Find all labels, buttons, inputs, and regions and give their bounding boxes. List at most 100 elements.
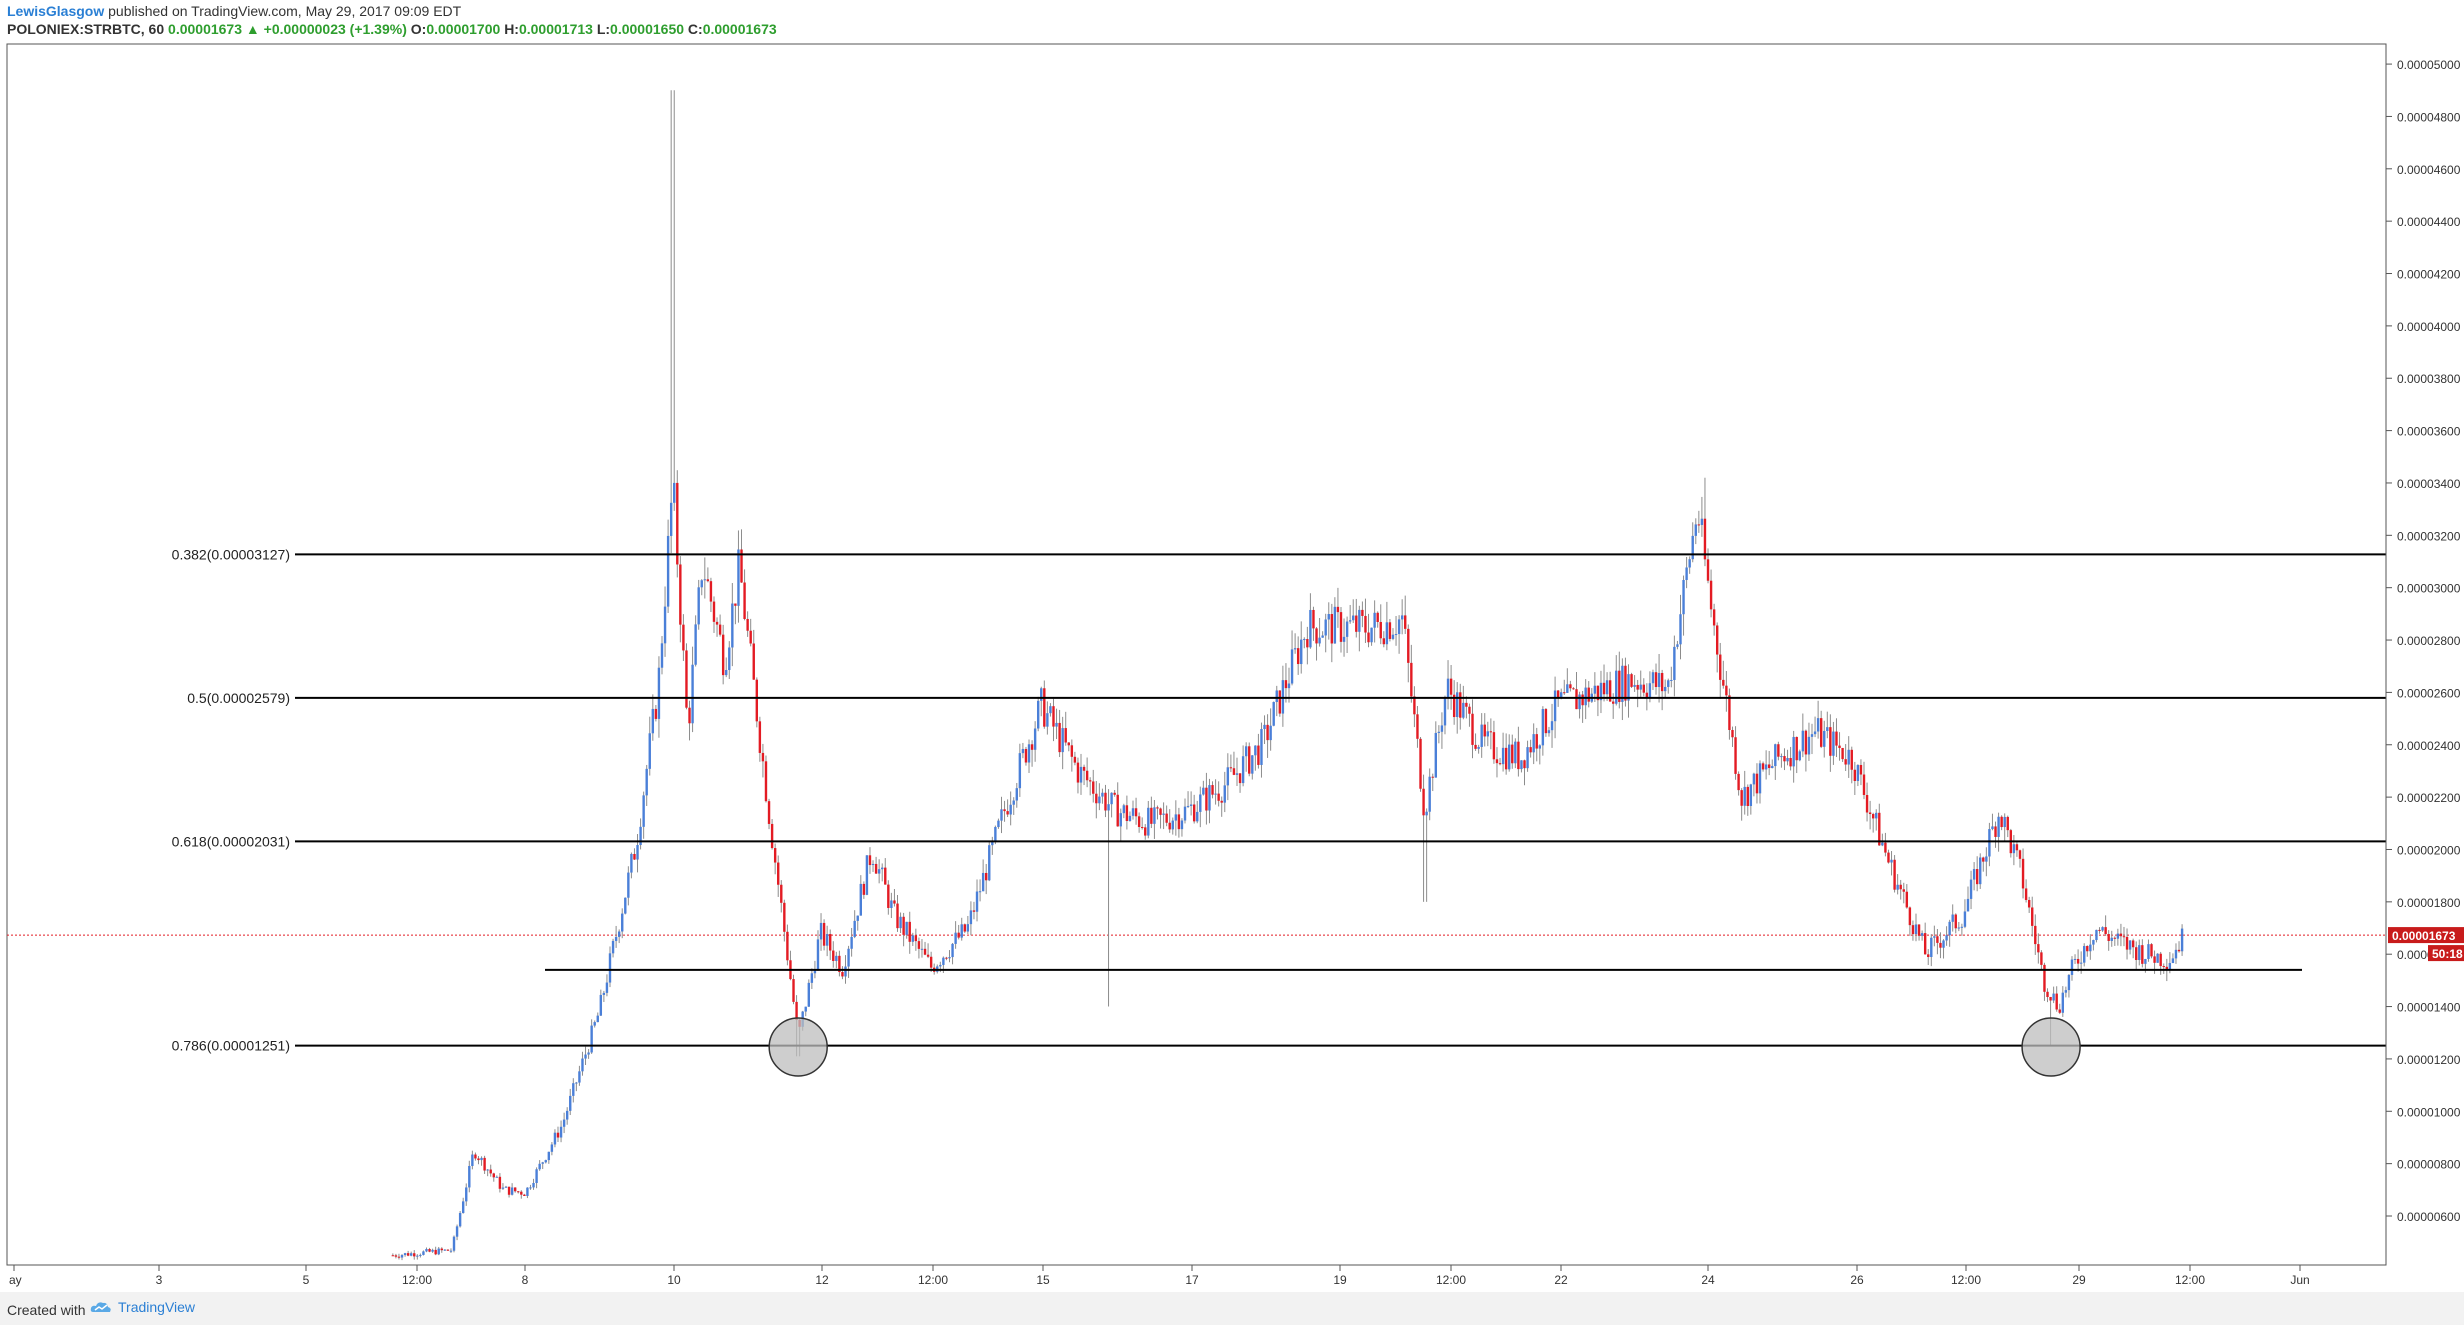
candle-body <box>1911 925 1915 935</box>
candle-body <box>523 1194 526 1196</box>
candle-body <box>1049 706 1052 714</box>
price-tick-label: 0.00001000 <box>2397 1105 2461 1119</box>
candle-body <box>602 992 606 995</box>
time-axis[interactable]: ay 3 5 12:00 8 10 12 12:00 15 17 19 12:00 22 24 26 12:0… <box>9 1265 2310 1287</box>
candle-body <box>1211 785 1214 795</box>
candle-body <box>1648 683 1652 698</box>
candle-body <box>1263 724 1266 730</box>
candle-body <box>1315 628 1318 644</box>
candle-body <box>1679 614 1682 645</box>
price-tick-label: 0.00003400 <box>2397 477 2461 491</box>
candle-body <box>1826 727 1829 731</box>
candle-body <box>1715 625 1719 655</box>
candle-body <box>942 957 945 965</box>
candle-body <box>1783 756 1786 762</box>
candle-body <box>1134 808 1138 817</box>
candle-body <box>920 948 924 950</box>
candle-body <box>816 939 820 970</box>
candle-body <box>1823 730 1826 747</box>
candle-body <box>440 1248 443 1251</box>
candle-body <box>1951 914 1954 922</box>
candle-body <box>1098 796 1101 804</box>
candle-body <box>544 1160 547 1163</box>
candle-body <box>1462 702 1465 718</box>
candle-body <box>1608 680 1612 702</box>
candle-body <box>859 883 862 916</box>
candle-body <box>706 579 710 582</box>
price-tick-label: 0.00003800 <box>2397 372 2461 386</box>
candle-body <box>471 1154 474 1166</box>
candle-body <box>1348 620 1352 622</box>
candle-body <box>504 1186 508 1188</box>
candle-body <box>734 603 737 606</box>
candle-body <box>2095 929 2098 941</box>
candle-body <box>676 482 679 565</box>
candle-body <box>391 1255 395 1257</box>
candle-body <box>416 1255 419 1257</box>
price-tick-label: 0.00001800 <box>2397 896 2461 910</box>
candle-body <box>749 630 752 644</box>
tradingview-link[interactable]: TradingView <box>90 1299 195 1315</box>
price-tick-label: 0.00005000 <box>2397 58 2461 72</box>
candle-body <box>1474 744 1477 749</box>
candle-body <box>712 601 716 622</box>
candle-body <box>752 643 755 680</box>
low-label: L: <box>596 21 611 37</box>
highlight-circles[interactable] <box>768 1017 2081 1077</box>
candle-body <box>786 931 789 961</box>
candle-body <box>1024 748 1028 763</box>
candle-body <box>1367 632 1370 643</box>
candle-body <box>804 1006 807 1012</box>
candle-body <box>1917 924 1921 936</box>
candle-body <box>2018 850 2022 859</box>
candle-body <box>807 982 811 1007</box>
highlight-circle-0[interactable] <box>768 1017 828 1077</box>
author-link[interactable]: LewisGlasgow <box>7 3 105 19</box>
candle-body <box>1636 684 1639 690</box>
candle-body <box>1902 889 1905 892</box>
candle-body <box>2135 947 2138 960</box>
candle-body <box>1523 760 1526 769</box>
candle-body <box>559 1126 563 1138</box>
candle-body <box>1116 794 1119 827</box>
candle-body <box>1807 736 1811 755</box>
candle-body <box>529 1187 532 1189</box>
candle-body <box>1988 829 1991 857</box>
candle-body <box>673 482 676 503</box>
candle-body <box>1520 760 1523 770</box>
candle-body <box>663 606 667 644</box>
price-axis[interactable]: 0.00000600 0.00000800 0.00001000 0.00001200… <box>2385 44 2464 1265</box>
candle-body <box>2104 927 2107 935</box>
candle-body <box>526 1187 529 1196</box>
candle-body <box>715 621 719 625</box>
highlight-circle-1[interactable] <box>2021 1017 2081 1077</box>
candle-body <box>624 897 627 914</box>
candle-body <box>1085 770 1089 781</box>
candle-body <box>1875 812 1878 819</box>
candle-body <box>1966 898 1970 912</box>
candle-body <box>1673 646 1676 680</box>
candle-body <box>1076 762 1080 783</box>
candle-body <box>896 903 899 929</box>
price-tick-label: 0.00001200 <box>2397 1053 2461 1067</box>
candle-body <box>1498 763 1502 765</box>
price-chart[interactable]: 0.382(0.00003127) 0.5(0.00002579) 0.618(0.… <box>0 0 2464 1292</box>
candle-body <box>1813 731 1817 735</box>
candle-body <box>1033 728 1037 750</box>
candle-body <box>1128 815 1132 821</box>
price-tick-label: 0.00002800 <box>2397 634 2461 648</box>
candle-body <box>1260 729 1263 765</box>
candle-body <box>1254 745 1257 756</box>
candle-body <box>1755 773 1759 794</box>
candle-body <box>1865 794 1869 813</box>
candle-body <box>929 956 933 968</box>
candle-body <box>1162 813 1165 815</box>
candle-body <box>835 955 838 961</box>
candle-body <box>685 650 688 708</box>
candle-body <box>838 955 841 973</box>
candle-body <box>2141 945 2144 964</box>
candle-body <box>1400 615 1404 620</box>
candle-body <box>1058 722 1061 753</box>
symbol-label: POLONIEX:STRBTC, 60 <box>7 21 165 37</box>
candle-body <box>1156 807 1159 809</box>
